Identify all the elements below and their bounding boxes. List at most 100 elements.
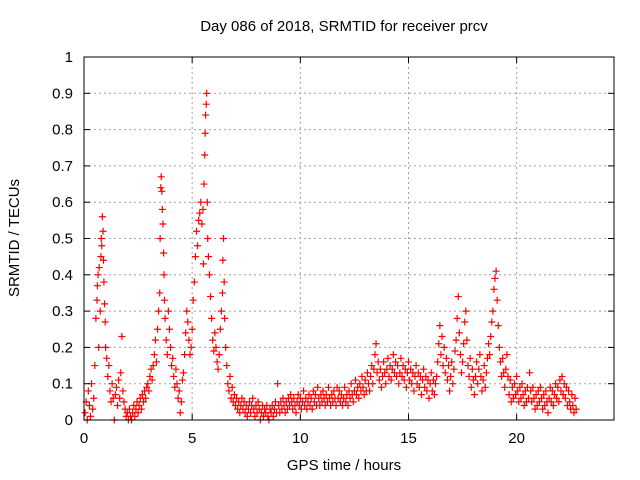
data-point bbox=[90, 394, 98, 402]
data-point bbox=[534, 387, 542, 395]
data-point bbox=[249, 394, 257, 402]
data-point bbox=[433, 372, 441, 380]
data-point bbox=[314, 383, 322, 391]
data-point bbox=[201, 151, 209, 159]
data-point bbox=[224, 380, 232, 388]
data-point bbox=[269, 412, 277, 420]
data-point bbox=[502, 365, 510, 373]
x-tick-label: 5 bbox=[188, 430, 196, 447]
data-point bbox=[149, 362, 157, 370]
data-point bbox=[164, 307, 172, 315]
data-point bbox=[453, 314, 461, 322]
data-point bbox=[146, 372, 154, 380]
data-point bbox=[528, 398, 536, 406]
y-tick-label: 0 bbox=[65, 412, 73, 429]
data-point bbox=[481, 383, 489, 391]
data-point bbox=[204, 253, 212, 261]
data-point bbox=[369, 380, 377, 388]
data-point bbox=[404, 358, 412, 366]
data-point bbox=[101, 318, 109, 326]
data-point bbox=[470, 391, 478, 399]
data-point bbox=[422, 372, 430, 380]
data-point bbox=[482, 369, 490, 377]
data-point bbox=[542, 387, 550, 395]
data-point bbox=[479, 376, 487, 384]
data-point bbox=[531, 405, 539, 413]
data-point bbox=[552, 380, 560, 388]
y-tick-label: 0.5 bbox=[52, 231, 73, 248]
data-point bbox=[360, 391, 368, 399]
data-point bbox=[95, 264, 103, 272]
data-point bbox=[107, 398, 115, 406]
x-tick-label: 15 bbox=[400, 430, 417, 447]
x-tick-label: 0 bbox=[80, 430, 88, 447]
data-point bbox=[308, 405, 316, 413]
data-point bbox=[397, 354, 405, 362]
data-point bbox=[252, 401, 260, 409]
data-point bbox=[112, 383, 120, 391]
data-point bbox=[218, 289, 226, 297]
data-point bbox=[366, 387, 374, 395]
data-point bbox=[238, 394, 246, 402]
data-point bbox=[207, 293, 215, 301]
data-point bbox=[478, 387, 486, 395]
data-point bbox=[358, 372, 366, 380]
data-point bbox=[480, 362, 488, 370]
data-point bbox=[437, 351, 445, 359]
data-point bbox=[445, 362, 453, 370]
data-point bbox=[332, 401, 340, 409]
data-point bbox=[526, 369, 534, 377]
data-point bbox=[138, 391, 146, 399]
y-tick-label: 0.1 bbox=[52, 376, 73, 393]
data-point bbox=[430, 391, 438, 399]
data-point bbox=[91, 362, 99, 370]
data-point bbox=[570, 409, 578, 417]
data-point bbox=[517, 394, 525, 402]
data-point bbox=[495, 343, 503, 351]
data-point bbox=[247, 409, 255, 417]
data-point bbox=[333, 383, 341, 391]
data-point bbox=[350, 387, 358, 395]
data-point bbox=[432, 380, 440, 388]
data-point bbox=[477, 372, 485, 380]
data-point bbox=[520, 401, 528, 409]
data-point bbox=[175, 387, 183, 395]
data-point bbox=[98, 213, 106, 221]
data-point bbox=[158, 205, 166, 213]
data-point bbox=[355, 394, 363, 402]
data-point bbox=[488, 318, 496, 326]
data-point bbox=[106, 387, 114, 395]
y-tick-label: 0.2 bbox=[52, 339, 73, 356]
y-tick-label: 0.7 bbox=[52, 158, 73, 175]
data-point bbox=[557, 387, 565, 395]
data-point bbox=[450, 365, 458, 373]
data-point bbox=[485, 340, 493, 348]
data-point bbox=[340, 394, 348, 402]
data-point bbox=[119, 387, 127, 395]
data-point bbox=[186, 351, 194, 359]
y-tick-label: 0.4 bbox=[52, 267, 73, 284]
data-point bbox=[111, 391, 119, 399]
data-point bbox=[93, 282, 101, 290]
data-point bbox=[104, 372, 112, 380]
data-point bbox=[114, 401, 122, 409]
data-point bbox=[174, 394, 182, 402]
data-point bbox=[572, 405, 580, 413]
data-point bbox=[494, 322, 502, 330]
data-point bbox=[212, 343, 220, 351]
data-point bbox=[201, 129, 209, 137]
data-point bbox=[514, 387, 522, 395]
data-point bbox=[539, 405, 547, 413]
data-point bbox=[446, 387, 454, 395]
data-point bbox=[435, 340, 443, 348]
data-point bbox=[475, 365, 483, 373]
x-axis-label: GPS time / hours bbox=[287, 457, 401, 474]
data-point bbox=[493, 296, 501, 304]
data-point bbox=[483, 354, 491, 362]
data-point bbox=[168, 362, 176, 370]
data-point bbox=[496, 358, 504, 366]
data-point bbox=[109, 394, 117, 402]
data-point bbox=[93, 296, 101, 304]
data-point bbox=[96, 307, 104, 315]
data-point bbox=[151, 336, 159, 344]
